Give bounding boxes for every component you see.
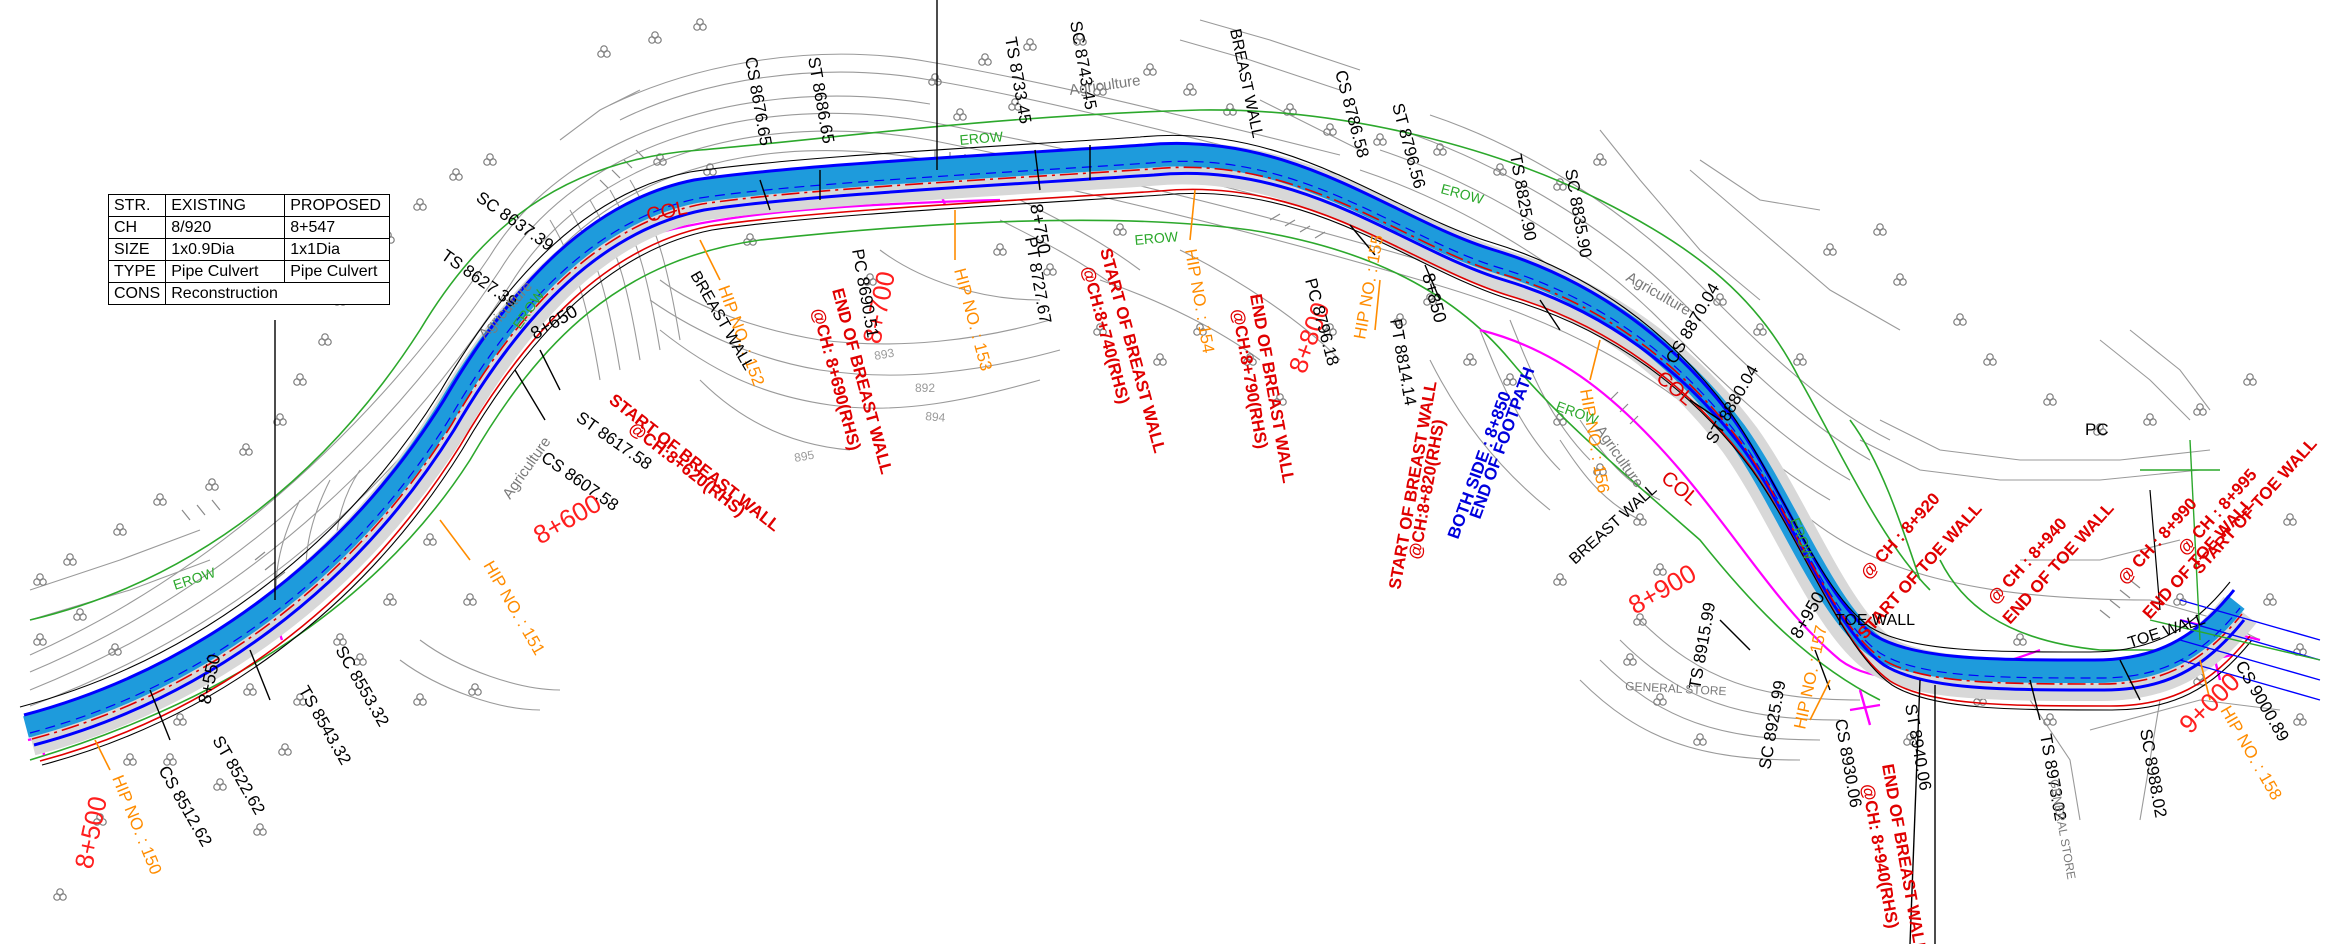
curve-ts-8543: TS 8543.32 — [295, 683, 355, 769]
curve-st-8522: ST 8522.62 — [209, 733, 269, 818]
curve-sc-8925: SC 8925.99 — [1755, 679, 1789, 771]
curve-st-8796: ST 8796.56 — [1388, 101, 1429, 191]
row-label: CH — [107, 216, 167, 239]
curve-cs-8676: CS 8676.65 — [741, 55, 775, 147]
chainage-8-900: 8+900 — [1623, 558, 1701, 620]
contour-lines — [29, 19, 2281, 821]
erow-3: EROW — [1439, 180, 1486, 207]
row-existing: 8/920 — [165, 216, 286, 239]
erow-2: EROW — [959, 128, 1005, 148]
curve-point-labels: CS 8512.62 ST 8522.62 TS 8543.32 SC 8553… — [155, 19, 2293, 849]
row-proposed: Pipe Culvert — [284, 260, 391, 283]
curve-pt-8814: PT 8814.14 — [1386, 317, 1420, 407]
curve-ts-8825: TS 8825.90 — [1506, 152, 1540, 242]
erow-4: EROW — [1134, 228, 1180, 248]
hip-150: HIP NO. : 150 — [108, 772, 165, 877]
table-row: SIZE 1x0.9Dia 1x1Dia — [107, 238, 391, 261]
hip-155: HIP NO. : 155 — [1350, 233, 1387, 340]
general-store-2: GENERAL STORE — [2047, 778, 2078, 880]
leader-lines — [149, 0, 2141, 944]
footpath-note: END OF FOOTPATH BOTH SIDE : 8+850 — [1444, 365, 1539, 542]
curve-cs-8786: CS 8786.58 — [1331, 68, 1373, 160]
table-row: CONS Reconstruction — [107, 282, 391, 305]
header-existing: EXISTING — [165, 194, 286, 217]
contour-895: 895 — [793, 448, 815, 465]
row-existing: 1x0.9Dia — [165, 238, 286, 261]
curve-ts-8915: TS 8915.99 — [1685, 601, 1719, 691]
row-existing: Reconstruction — [165, 282, 391, 305]
breast-wall-label-3: BREAST WALL — [1566, 481, 1660, 568]
row-label: CONS — [107, 282, 167, 305]
general-store-1: GENERAL STORE — [1625, 679, 1727, 698]
curve-pc-top: PC — [2085, 420, 2109, 439]
row-proposed: 8+547 — [284, 216, 391, 239]
row-existing: Pipe Culvert — [165, 260, 286, 283]
table-row: TYPE Pipe Culvert Pipe Culvert — [107, 260, 391, 283]
header-str: STR. — [107, 194, 167, 217]
contour-892: 892 — [915, 381, 935, 395]
hip-leaders — [94, 189, 2211, 771]
curve-sc-8988: SC 8988.02 — [2136, 727, 2170, 819]
toe-wall-label-1: TOE WALL — [1835, 612, 1915, 629]
chainage-8-500: 8+500 — [69, 794, 114, 872]
row-proposed: 1x1Dia — [284, 238, 391, 261]
hip-153: HIP NO. : 153 — [950, 266, 996, 373]
row-label: SIZE — [107, 238, 167, 261]
row-lines — [29, 109, 2220, 761]
hip-labels: HIP NO. : 150 HIP NO. : 151 HIP NO. : 15… — [108, 233, 2285, 877]
hip-154: HIP NO. : 154 — [1181, 247, 1218, 354]
curve-sc-8835: SC 8835.90 — [1561, 167, 1595, 259]
hip-151: HIP NO. : 151 — [480, 558, 549, 659]
contour-893: 893 — [873, 346, 895, 363]
table-row: CH 8/920 8+547 — [107, 216, 391, 239]
contour-894: 894 — [925, 409, 946, 425]
tick-8-850: 8+850 — [1418, 271, 1450, 325]
road-carriageway — [19, 134, 2321, 766]
erow-1: EROW — [171, 564, 218, 593]
curve-cs-8512: CS 8512.62 — [155, 763, 216, 850]
curve-st-8940: ST 8940.06 — [1901, 702, 1935, 792]
toe-wall-notes: START OF TOE WALL @ CH : 8+920 END OF TO… — [1854, 434, 2321, 642]
row-label: TYPE — [107, 260, 167, 283]
col-3: COL — [1657, 467, 1703, 510]
structure-table-header: STR. EXISTING PROPOSED — [107, 194, 391, 217]
structure-table: STR. EXISTING PROPOSED CH 8/920 8+547 SI… — [107, 194, 391, 305]
header-proposed: PROPOSED — [284, 194, 391, 217]
breast-wall-label-2: BREAST WALL — [1226, 27, 1266, 139]
